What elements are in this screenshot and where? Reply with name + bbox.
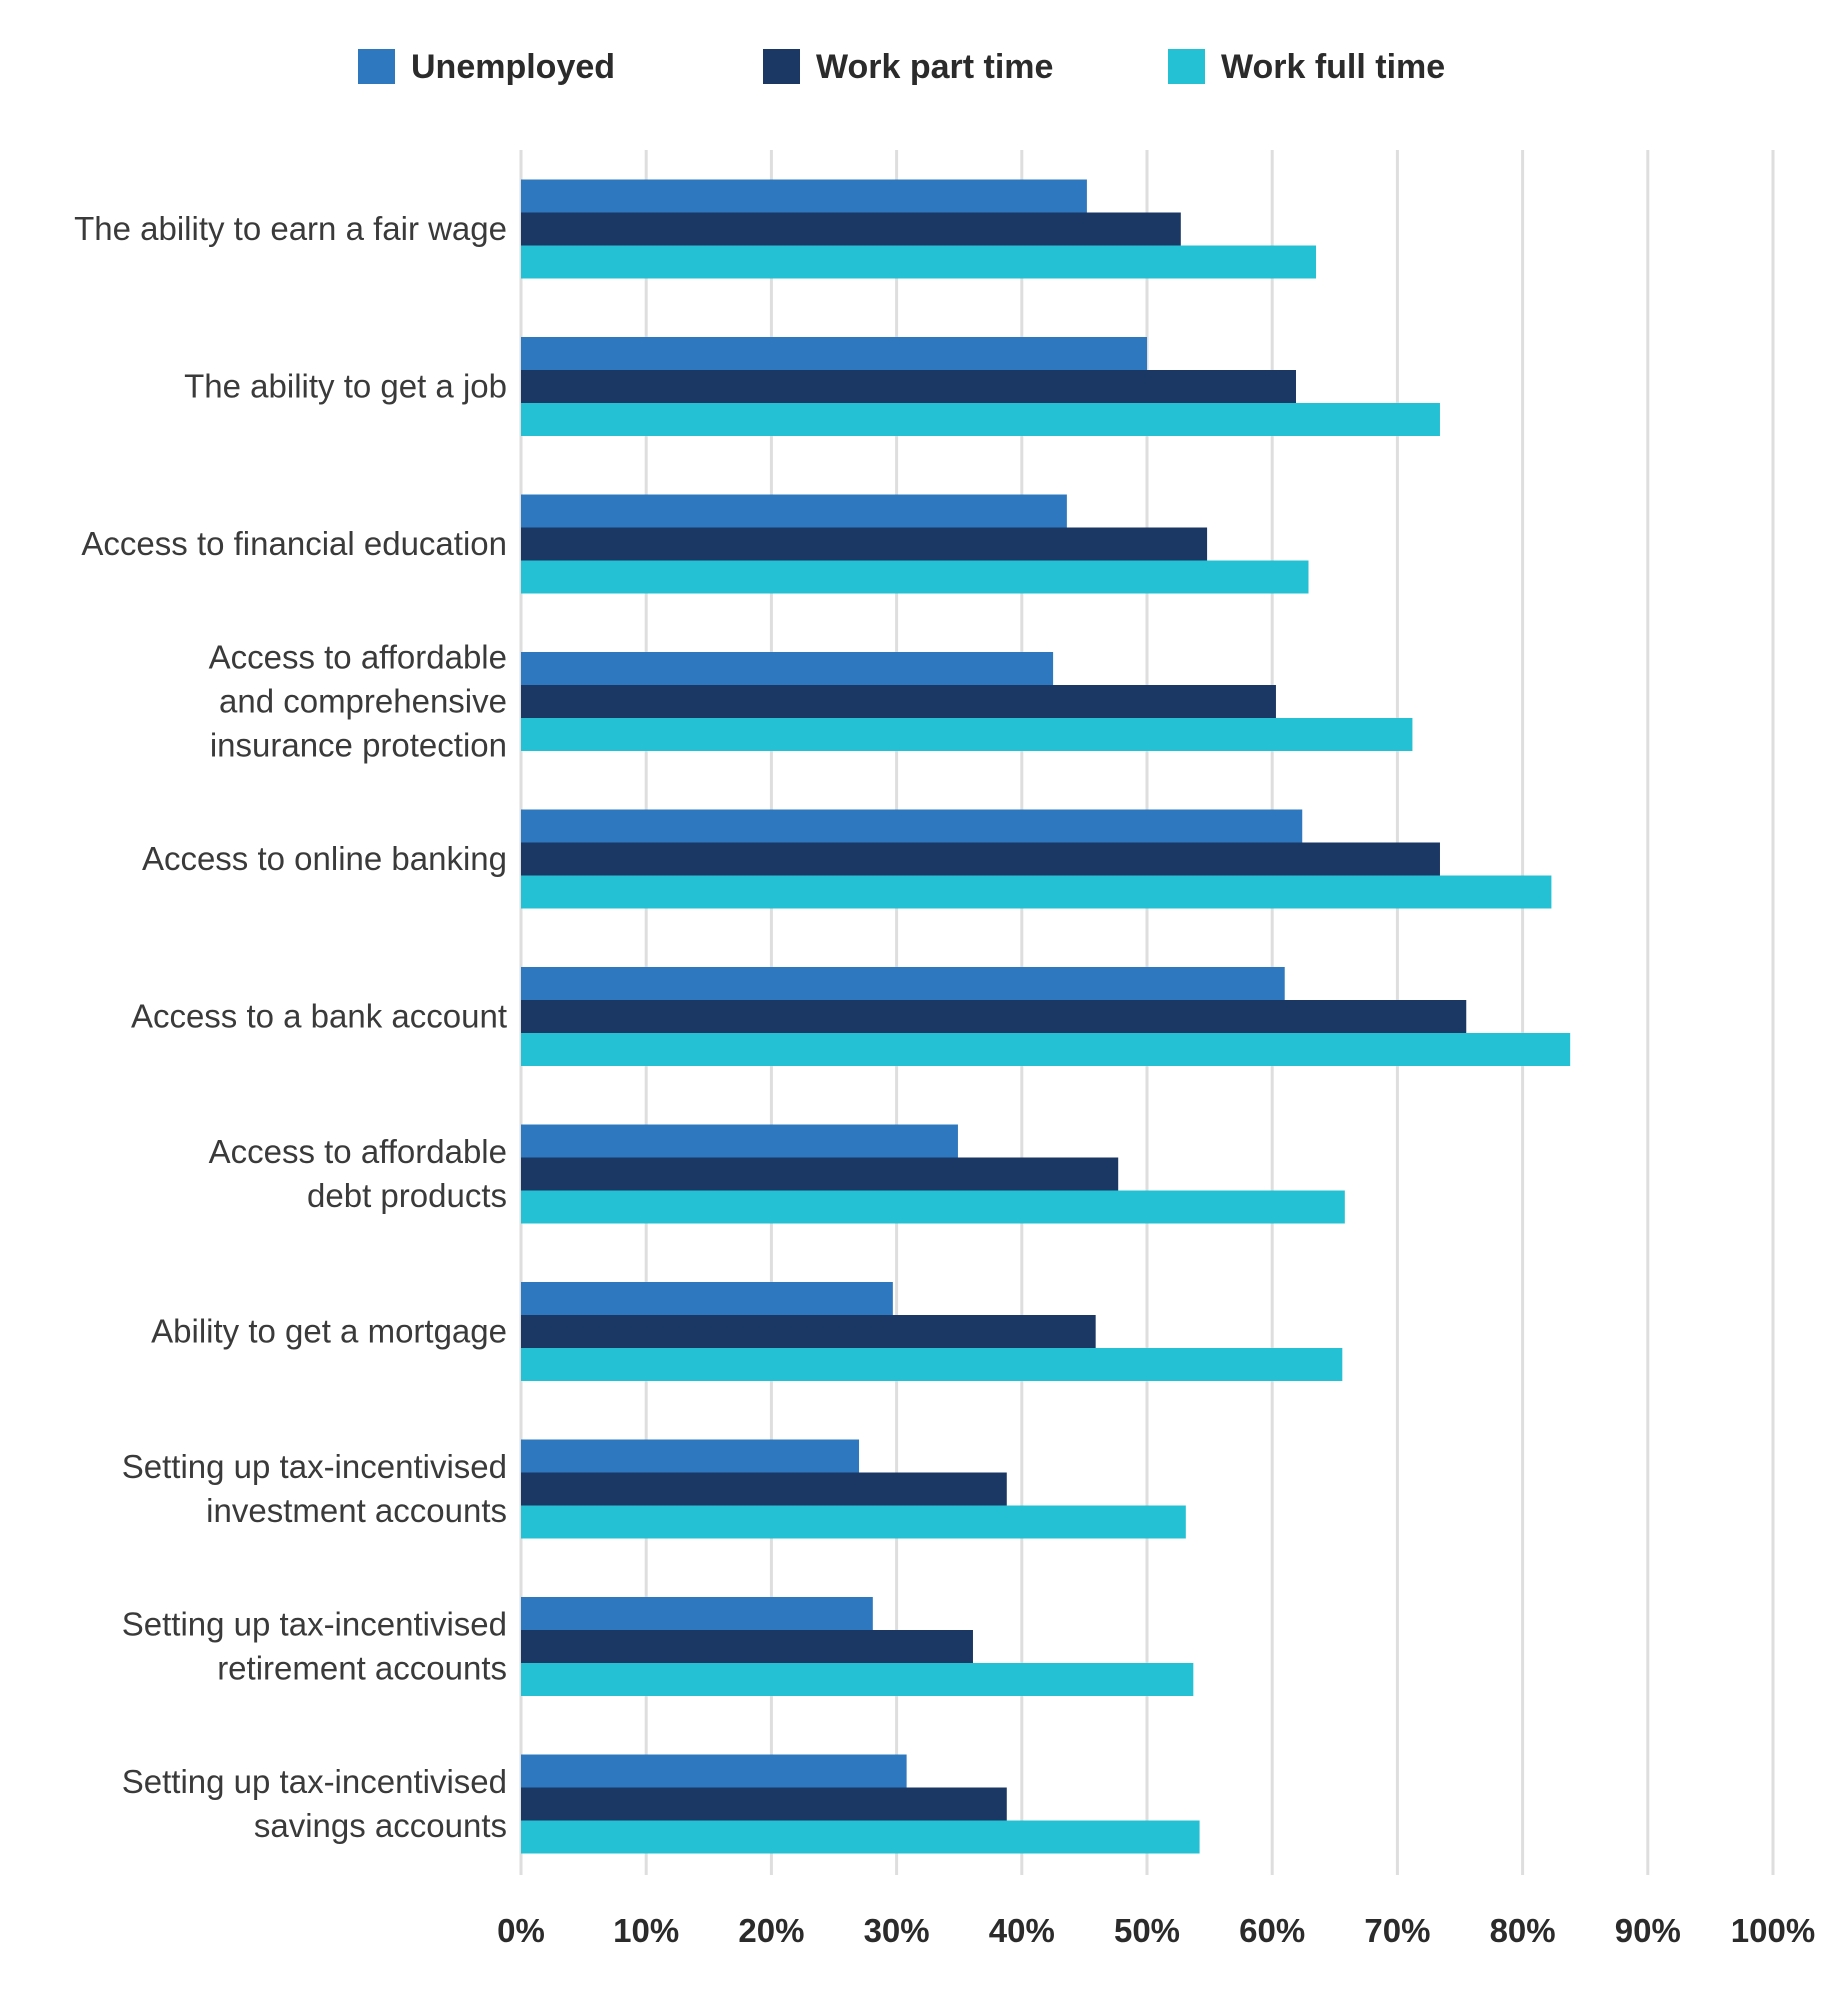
category-label: Access to financial education xyxy=(81,525,507,562)
x-tick-label: 60% xyxy=(1239,1912,1305,1949)
x-tick-label: 80% xyxy=(1490,1912,1556,1949)
bar-work-part-time xyxy=(521,842,1440,876)
bar-unemployed xyxy=(521,652,1054,685)
bar-unemployed xyxy=(521,1282,893,1315)
x-tick-label: 20% xyxy=(738,1912,804,1949)
bar-work-full-time xyxy=(521,718,1413,751)
bar-work-part-time xyxy=(521,1157,1119,1191)
category-label-line: Ability to get a mortgage xyxy=(151,1313,507,1350)
bar-unemployed xyxy=(521,809,1303,843)
category-label: Setting up tax-incentivised retirement ac… xyxy=(122,1606,507,1687)
bar-work-part-time xyxy=(521,370,1296,403)
category-label-line: The ability to get a job xyxy=(184,368,507,405)
category-label: The ability to earn a fair wage xyxy=(74,210,507,247)
bar-work-full-time xyxy=(521,875,1552,909)
category-label-line: Access to affordable xyxy=(209,1133,507,1170)
category-label-line: Setting up tax-incentivised xyxy=(122,1763,507,1800)
category-label-line: Access to a bank account xyxy=(131,998,507,1035)
x-tick-label: 10% xyxy=(613,1912,679,1949)
legend-label: Work part time xyxy=(816,48,1053,86)
legend-label: Work full time xyxy=(1221,48,1445,86)
bar-work-part-time xyxy=(521,1787,1007,1821)
x-tick-label: 50% xyxy=(1114,1912,1180,1949)
bar-work-full-time xyxy=(521,1033,1571,1066)
bar-work-full-time xyxy=(521,1190,1345,1224)
bar-unemployed xyxy=(521,494,1067,528)
bar-unemployed xyxy=(521,179,1087,213)
x-axis-tick-labels: 0% 10% 20% 30% 40% 50% 60% 70% 80% 90% 100% xyxy=(497,1912,1815,1949)
bar-work-part-time xyxy=(521,212,1181,246)
category-label: Ability to get a mortgage xyxy=(151,1313,507,1350)
x-tick-label: 90% xyxy=(1615,1912,1681,1949)
bar-unemployed xyxy=(521,1439,860,1473)
bar-work-full-time xyxy=(521,245,1317,279)
x-tick-label: 100% xyxy=(1731,1912,1815,1949)
legend-swatch xyxy=(763,49,800,84)
category-label-line: Setting up tax-incentivised xyxy=(122,1448,507,1485)
category-label-line: retirement accounts xyxy=(217,1650,507,1687)
category-label-line: Access to financial education xyxy=(81,525,507,562)
legend-label: Unemployed xyxy=(411,48,615,86)
bar-work-full-time xyxy=(521,403,1440,436)
category-label-line: savings accounts xyxy=(254,1807,507,1844)
category-label: Access to a bank account xyxy=(131,998,507,1035)
category-label: Access to affordable and comprehensive ins… xyxy=(209,639,507,764)
category-label-line: debt products xyxy=(307,1177,507,1214)
category-label-line: Access to online banking xyxy=(142,840,507,877)
legend: Unemployed Work part time Work full time xyxy=(358,48,1445,86)
category-label: Access to online banking xyxy=(142,840,507,877)
bar-work-full-time xyxy=(521,1663,1194,1696)
x-tick-label: 30% xyxy=(864,1912,930,1949)
bar-unemployed xyxy=(521,967,1285,1000)
bar-work-part-time xyxy=(521,527,1208,561)
bar-work-part-time xyxy=(521,1315,1096,1348)
bar-unemployed xyxy=(521,337,1147,370)
category-label: Setting up tax-incentivised savings accou… xyxy=(122,1763,507,1844)
bar-unemployed xyxy=(521,1597,873,1630)
bar-work-part-time xyxy=(521,1630,973,1663)
bar-work-full-time xyxy=(521,560,1309,594)
bar-work-part-time xyxy=(521,685,1276,718)
category-labels: The ability to earn a fair wage The abili… xyxy=(74,210,507,1844)
bar-work-part-time xyxy=(521,1000,1467,1033)
x-tick-label: 40% xyxy=(989,1912,1055,1949)
bars xyxy=(521,179,1571,1854)
bar-work-full-time xyxy=(521,1820,1200,1854)
x-tick-label: 0% xyxy=(497,1912,545,1949)
bar-work-full-time xyxy=(521,1348,1343,1381)
x-tick-label: 70% xyxy=(1364,1912,1430,1949)
category-label: Access to affordable debt products xyxy=(209,1133,507,1214)
category-label-line: insurance protection xyxy=(210,727,507,764)
bar-work-part-time xyxy=(521,1472,1007,1506)
category-label-line: Access to affordable xyxy=(209,639,507,676)
category-label-line: and comprehensive xyxy=(219,683,507,720)
bar-unemployed xyxy=(521,1754,907,1788)
category-label-line: Setting up tax-incentivised xyxy=(122,1606,507,1643)
category-label-line: investment accounts xyxy=(206,1492,507,1529)
category-label-line: The ability to earn a fair wage xyxy=(74,210,507,247)
category-label: Setting up tax-incentivised investment ac… xyxy=(122,1448,507,1529)
legend-swatch xyxy=(1168,49,1205,84)
bar-work-full-time xyxy=(521,1505,1186,1539)
legend-swatch xyxy=(358,49,395,84)
bar-unemployed xyxy=(521,1124,958,1158)
category-label: The ability to get a job xyxy=(184,368,507,405)
